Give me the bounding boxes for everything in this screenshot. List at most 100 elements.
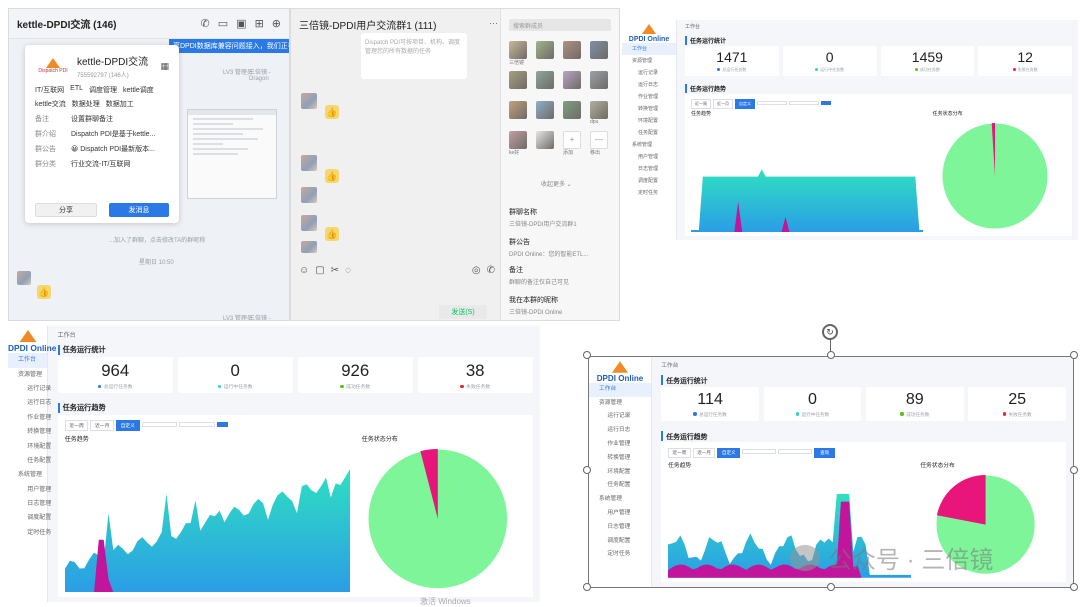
avatar[interactable] bbox=[301, 241, 317, 253]
share-button[interactable]: 分享 bbox=[35, 203, 97, 217]
resize-handle[interactable] bbox=[1070, 466, 1078, 474]
date-start-input[interactable] bbox=[742, 449, 777, 454]
date-start-input[interactable] bbox=[757, 101, 787, 105]
profile-row[interactable]: 备注 设置群聊备注 bbox=[35, 116, 113, 123]
member-avatar[interactable]: ke好 bbox=[509, 131, 531, 157]
group-tag[interactable]: IT/互联网 bbox=[35, 87, 65, 94]
avatar[interactable] bbox=[301, 93, 317, 109]
sidebar-item[interactable]: 资源管理 bbox=[599, 399, 622, 406]
qrcode-icon[interactable]: ▦ bbox=[160, 60, 169, 71]
sidebar-item[interactable]: 任务配置 bbox=[27, 457, 52, 464]
notice-bar[interactable]: 享DPDI数据库兼容问题接入，我们正在统 bbox=[169, 39, 289, 53]
avatar[interactable] bbox=[301, 187, 317, 203]
member-avatar[interactable] bbox=[563, 101, 585, 127]
member-avatar[interactable]: — 移出 bbox=[590, 131, 612, 157]
emoji-icon[interactable]: ☺ bbox=[299, 265, 310, 276]
date-end-input[interactable] bbox=[179, 422, 215, 427]
sidebar-item[interactable]: 转换管理 bbox=[607, 454, 631, 461]
sidebar-item[interactable]: 日志管理 bbox=[27, 501, 52, 508]
query-button[interactable] bbox=[216, 422, 229, 427]
sidebar-item[interactable]: 用户管理 bbox=[27, 486, 52, 493]
date-end-input[interactable] bbox=[778, 449, 813, 454]
sidebar-item[interactable]: 系统管理 bbox=[18, 472, 43, 479]
query-button[interactable]: 查询 bbox=[814, 447, 835, 458]
sidebar-item[interactable]: 运行日志 bbox=[27, 400, 52, 407]
sidebar-item[interactable]: 任务配置 bbox=[607, 482, 631, 489]
sidebar-item[interactable]: 用户管理 bbox=[607, 510, 631, 517]
sidebar-item[interactable]: 资源管理 bbox=[18, 371, 43, 378]
sidebar-item[interactable]: 运行记录 bbox=[607, 413, 631, 420]
member-avatar[interactable] bbox=[590, 41, 612, 67]
range-tab[interactable]: 近一周 bbox=[64, 419, 89, 431]
send-message-button[interactable]: 发消息 bbox=[109, 203, 169, 217]
phone-icon[interactable]: ✆ bbox=[200, 18, 210, 30]
sidebar-item[interactable]: 作业管理 bbox=[638, 94, 659, 100]
member-avatar[interactable] bbox=[509, 71, 531, 97]
sidebar-item[interactable]: 环境配置 bbox=[607, 468, 631, 475]
group-name-section[interactable]: 群聊名称 三倍镜-DPDI用户交流群1 bbox=[509, 209, 577, 228]
member-avatar[interactable] bbox=[536, 131, 558, 157]
member-avatar[interactable] bbox=[509, 101, 531, 127]
send-button[interactable]: 发送(S) bbox=[439, 305, 487, 319]
range-tab[interactable]: 近一周 bbox=[691, 99, 711, 109]
member-avatar[interactable] bbox=[536, 71, 558, 97]
sidebar-item[interactable]: 调度配置 bbox=[607, 537, 631, 544]
rotate-handle-icon[interactable]: ↻ bbox=[822, 324, 838, 340]
group-tag[interactable]: kettle交流 bbox=[35, 101, 66, 108]
sidebar-item[interactable]: 系统管理 bbox=[632, 142, 653, 148]
resize-handle[interactable] bbox=[583, 466, 591, 474]
resize-handle[interactable] bbox=[583, 583, 591, 591]
collapse-link[interactable]: 收起更多 ⌄ bbox=[541, 182, 572, 188]
add-icon[interactable]: ⊕ bbox=[271, 18, 281, 30]
group-tag[interactable]: ETL bbox=[70, 85, 84, 92]
breadcrumb[interactable]: 工作台 bbox=[685, 24, 701, 30]
sidebar-item[interactable]: 环境配置 bbox=[27, 443, 52, 450]
profile-row[interactable]: 群公告 😀 Dispatch PDI最新版本... bbox=[35, 146, 155, 153]
member-avatar[interactable] bbox=[590, 71, 612, 97]
member-avatar[interactable] bbox=[536, 41, 558, 67]
profile-row[interactable]: 群介绍 Dispatch PDI是基于kettle... bbox=[35, 131, 156, 138]
sidebar-item[interactable]: 定时任务 bbox=[638, 190, 659, 196]
member-avatar[interactable]: + 添加 bbox=[563, 131, 585, 157]
avatar[interactable] bbox=[301, 215, 317, 231]
range-tab[interactable]: 近一月 bbox=[713, 99, 733, 109]
range-tab[interactable]: 自定义 bbox=[735, 99, 755, 109]
sidebar-item[interactable]: 用户管理 bbox=[638, 154, 659, 160]
sidebar-item[interactable]: 调度配置 bbox=[638, 178, 659, 184]
nickname-section[interactable]: 我在本群的昵称 三倍镜-DPDI Online bbox=[509, 297, 563, 316]
scissors-icon[interactable]: ✂ bbox=[330, 265, 340, 276]
sidebar-item[interactable]: 工作台 bbox=[8, 353, 47, 368]
call-icon[interactable]: ✆ bbox=[486, 265, 495, 276]
range-tab[interactable]: 近一月 bbox=[90, 419, 114, 431]
avatar[interactable] bbox=[17, 271, 31, 285]
range-tab[interactable]: 近一周 bbox=[668, 447, 691, 458]
sidebar-item[interactable]: 运行日志 bbox=[607, 427, 631, 434]
shared-screenshot[interactable] bbox=[187, 109, 277, 199]
live-icon[interactable]: ◎ bbox=[471, 265, 481, 276]
sidebar-item[interactable]: 调度配置 bbox=[27, 515, 52, 522]
sidebar-item[interactable]: 运行日志 bbox=[638, 82, 659, 88]
chat-bubble-icon[interactable]: ◌ bbox=[345, 265, 352, 276]
sidebar-item[interactable]: 转换管理 bbox=[638, 106, 659, 112]
resize-handle[interactable] bbox=[827, 583, 835, 591]
resize-handle[interactable] bbox=[1070, 351, 1078, 359]
member-avatar[interactable] bbox=[536, 101, 558, 127]
member-avatar[interactable] bbox=[563, 71, 585, 97]
group-tag[interactable]: 数据加工 bbox=[105, 101, 134, 108]
sidebar-item[interactable]: 资源管理 bbox=[632, 58, 653, 64]
sidebar-item[interactable]: 作业管理 bbox=[27, 414, 52, 421]
query-button[interactable] bbox=[821, 101, 831, 105]
screen-share-icon[interactable]: ▣ bbox=[236, 18, 247, 30]
profile-row[interactable]: 群分类 行业交流-IT/互联网 bbox=[35, 161, 131, 168]
sidebar-item[interactable]: 定时任务 bbox=[27, 529, 52, 536]
range-tab[interactable]: 近一月 bbox=[692, 447, 716, 458]
breadcrumb[interactable]: 工作台 bbox=[57, 332, 76, 339]
sidebar-item[interactable]: 系统管理 bbox=[599, 496, 622, 503]
sidebar-item[interactable]: 运行记录 bbox=[27, 385, 52, 392]
sidebar-item[interactable]: 作业管理 bbox=[607, 441, 631, 448]
sidebar-item[interactable]: 任务配置 bbox=[638, 130, 659, 136]
more-icon[interactable]: ··· bbox=[489, 18, 498, 28]
member-search-input[interactable]: 搜索群成员 bbox=[509, 19, 611, 31]
apps-icon[interactable]: ⊞ bbox=[254, 18, 264, 30]
sidebar-item[interactable]: 日志管理 bbox=[638, 166, 659, 172]
